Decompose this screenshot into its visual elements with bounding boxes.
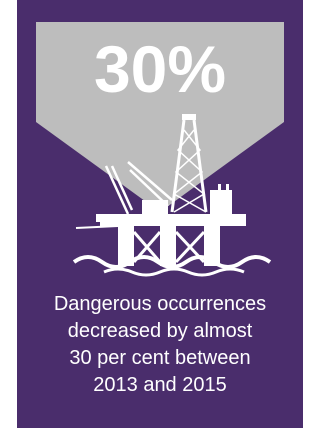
page: 30% Dangerous occurrences decreased by a…	[0, 0, 318, 428]
description-line: 30 per cent between	[69, 347, 250, 369]
infographic: 30% Dangerous occurrences decreased by a…	[0, 0, 318, 428]
description-line: decreased by almost	[68, 320, 253, 342]
description-line: 2013 and 2015	[93, 374, 226, 396]
description-line: Dangerous occurrences	[54, 293, 266, 315]
headline: 30%	[94, 32, 226, 106]
